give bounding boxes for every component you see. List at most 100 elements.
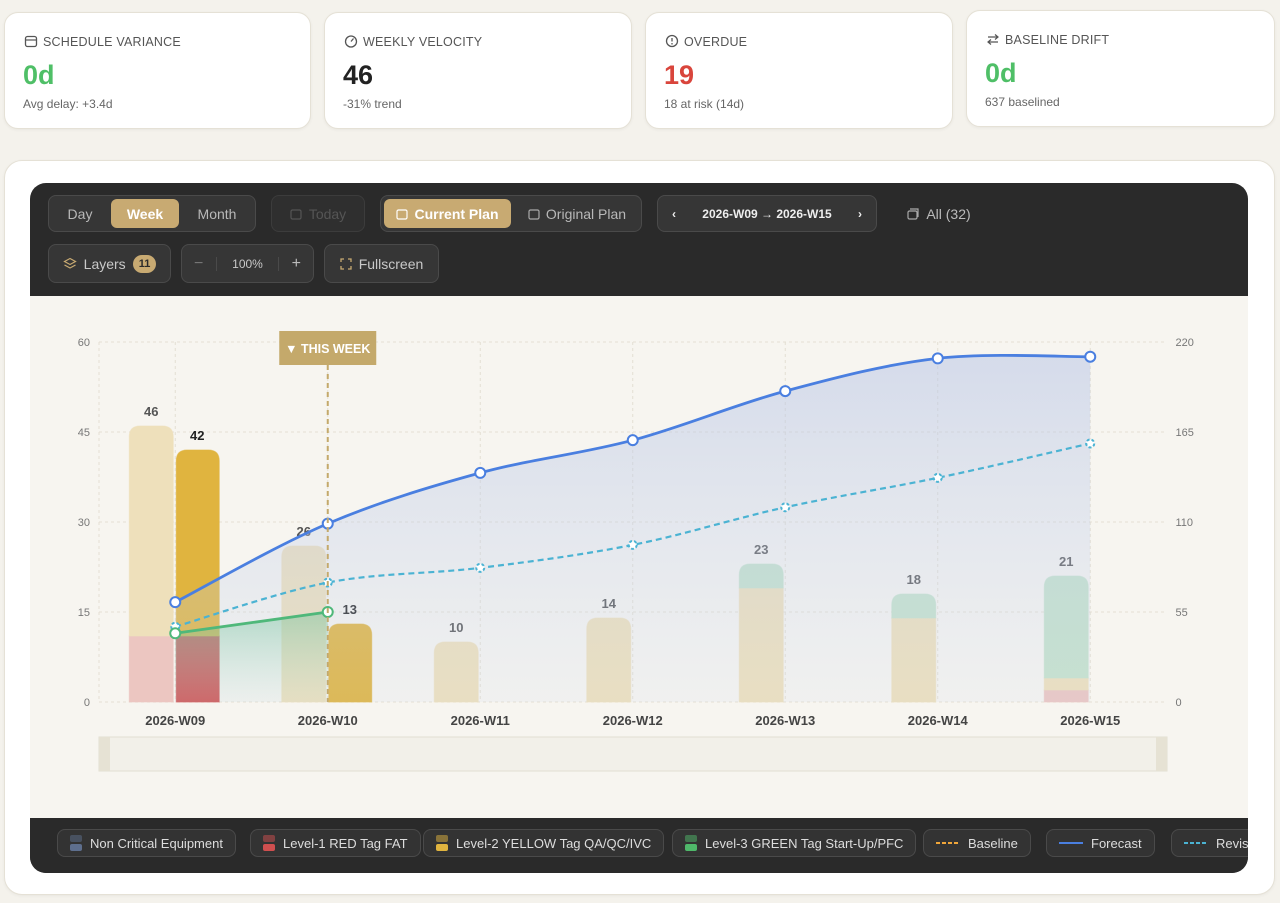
legend-swatch [70, 835, 82, 851]
kpi-card: BASELINE DRIFT 0d 637 baselined [966, 10, 1275, 127]
kpi-card: OVERDUE 19 18 at risk (14d) [645, 12, 953, 129]
today-button[interactable]: Today [271, 195, 365, 232]
layers-button[interactable]: Layers 11 [48, 244, 171, 283]
slider-handle[interactable] [1156, 737, 1167, 771]
legend-label: Level-2 YELLOW Tag QA/QC/IVC [456, 835, 652, 851]
line-point [627, 539, 638, 550]
zoom-in[interactable]: + [291, 254, 301, 272]
line-point [780, 502, 791, 513]
swatch-bottom [70, 844, 82, 851]
legend-item[interactable]: Level-2 YELLOW Tag QA/QC/IVC [423, 829, 665, 857]
icon [340, 257, 352, 270]
x-tick-label: 2026-W12 [603, 713, 663, 728]
kpi-icon [24, 35, 38, 48]
y-tick-label: 60 [78, 337, 90, 349]
swatch-top [685, 835, 697, 842]
bar-total-label: 46 [144, 404, 158, 419]
line-area [175, 355, 1091, 702]
legend-label: Revised [1216, 835, 1248, 851]
chart: 0 15 30 45 60 0 55 110 165 220 2026-W09 46 42 2026-W1… [78, 331, 1194, 772]
legend-swatch [436, 835, 448, 851]
line-area [175, 612, 328, 702]
bar-segment [128, 425, 174, 637]
button-label: Layers [83, 255, 126, 272]
kpi-card: SCHEDULE VARIANCE 0d Avg delay: +3.4d [4, 12, 311, 129]
swatch-top [70, 835, 82, 842]
legend-item[interactable]: Revised [1171, 829, 1248, 857]
kpi-note: 18 at risk (14d) [664, 97, 745, 111]
zoom-level: 100% [216, 256, 279, 271]
prev-button[interactable]: ‹ [672, 206, 676, 221]
kpi-value: 46 [343, 60, 374, 90]
y2-tick-label: 110 [1176, 517, 1194, 529]
legend-label: Level-1 RED Tag FAT [283, 835, 408, 851]
kpi-card: WEEKLY VELOCITY 46 -31% trend [324, 12, 632, 129]
kpi-note: 637 baselined [985, 95, 1060, 109]
y2-tick-label: 220 [1176, 337, 1194, 349]
legend-label: Forecast [1091, 835, 1142, 851]
kpi-value: 19 [664, 60, 695, 90]
swatch-top [436, 835, 448, 842]
x-tick-label: 2026-W11 [451, 713, 510, 728]
y-tick-label: 30 [78, 517, 90, 529]
next-button[interactable]: › [858, 206, 862, 221]
button-label: Current Plan [414, 205, 499, 222]
kpi-label: OVERDUE [684, 35, 748, 49]
fullscreen-button[interactable]: Fullscreen [324, 244, 439, 283]
kpi-icon [344, 35, 358, 48]
legend-label: Baseline [968, 835, 1018, 851]
line-point [169, 627, 182, 640]
plan-button[interactable]: Current Plan [384, 199, 511, 228]
view-button[interactable]: Week [111, 199, 179, 228]
legend-item[interactable]: Baseline [923, 829, 1031, 857]
range-picker: ‹ 2026-W09 → 2026-W15 › [657, 195, 877, 232]
kpi-icon [987, 34, 999, 45]
kpi-note: Avg delay: +3.4d [23, 97, 113, 111]
button-label: Original Plan [545, 205, 627, 222]
line-point [931, 352, 944, 365]
swatch-bottom [263, 844, 275, 851]
y-tick-label: 0 [84, 697, 90, 709]
line-point [932, 472, 943, 483]
slider-handle[interactable] [99, 737, 110, 771]
line-point [779, 385, 792, 398]
range-slider[interactable] [98, 736, 1168, 772]
y-tick-label: 15 [78, 607, 90, 619]
legend-swatch [685, 835, 697, 851]
button-label: Today [308, 205, 347, 222]
kpi-value: 0d [985, 58, 1017, 88]
line-point [474, 466, 487, 479]
zoom-control: − 100% + [181, 244, 314, 283]
line [175, 610, 328, 635]
plot-area: 0 15 30 45 60 0 55 110 165 220 2026-W09 46 42 2026-W1… [30, 296, 1248, 818]
legend-label: Level-3 GREEN Tag Start-Up/PFC [705, 835, 904, 851]
current-week-badge [279, 331, 377, 365]
button-label: All (32) [926, 205, 971, 222]
zoom-out[interactable]: − [194, 254, 204, 272]
line-point [626, 434, 639, 447]
plan-button[interactable]: Original Plan [515, 199, 639, 228]
legend-item[interactable]: Level-1 RED Tag FAT [250, 829, 421, 857]
x-tick-label: 2026-W09 [145, 713, 205, 728]
y2-tick-label: 0 [1176, 697, 1182, 709]
view-button[interactable]: Day [67, 205, 93, 222]
kpi-label: WEEKLY VELOCITY [363, 35, 483, 49]
kpi-note: -31% trend [343, 97, 402, 111]
legend-item[interactable]: Non Critical Equipment [57, 829, 236, 857]
legend-label: Non Critical Equipment [90, 835, 223, 851]
all-button[interactable]: All (32) [900, 195, 978, 232]
bar-total-label: 42 [190, 428, 204, 443]
legend: Non Critical Equipment Level-1 RED Tag FA… [30, 818, 1248, 873]
legend-swatch [1059, 842, 1083, 844]
y2-tick-label: 55 [1176, 607, 1188, 619]
legend-item[interactable]: Forecast [1046, 829, 1155, 857]
x-tick-label: 2026-W15 [1060, 713, 1120, 728]
kpi-label: BASELINE DRIFT [1005, 33, 1110, 47]
swatch-bottom [685, 844, 697, 851]
view-button[interactable]: Month [197, 205, 237, 222]
icon [290, 208, 302, 220]
legend-item[interactable]: Level-3 GREEN Tag Start-Up/PFC [672, 829, 917, 857]
legend-swatch [263, 835, 275, 851]
